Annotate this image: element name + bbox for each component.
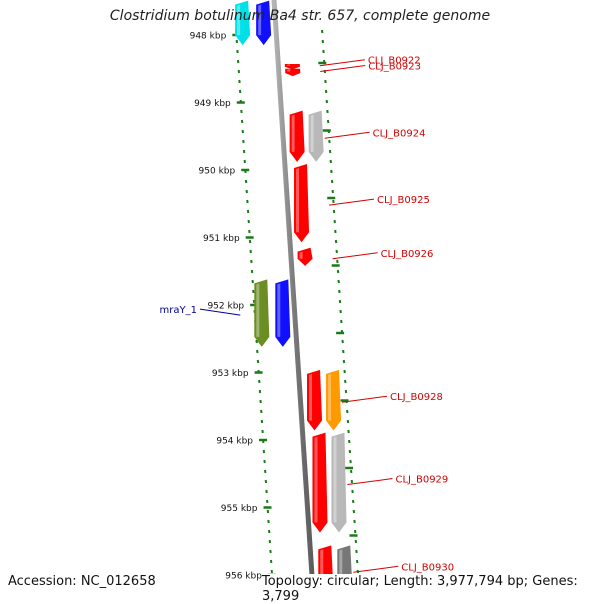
scale-tick-label: 951 kbp (203, 234, 240, 244)
gene-arrow-highlight (300, 252, 303, 259)
gene-arrow[interactable] (298, 248, 313, 266)
scale-tick-label: 954 kbp (216, 437, 253, 447)
gene-arrow-highlight (311, 115, 314, 152)
scale-tick-label: 949 kbp (194, 99, 231, 109)
gene-label-leader (342, 396, 387, 402)
gene-arrow[interactable] (290, 111, 305, 162)
gene-arrow[interactable] (294, 164, 309, 242)
gene-arrow-highlight (296, 168, 299, 232)
gene-label[interactable]: CLJ_B0930 (401, 562, 454, 573)
gene-arrow[interactable] (331, 433, 346, 533)
gene-arrow[interactable] (309, 111, 324, 162)
gene-arrow-highlight (292, 115, 295, 152)
gene-label[interactable]: CLJ_B0923 (368, 61, 421, 72)
gene-arrow-highlight (328, 374, 331, 421)
gene-label[interactable]: mraY_1 (160, 305, 197, 316)
accession-text: Accession: NC_012658 (8, 574, 156, 589)
scale-tick-label: 956 kbp (225, 572, 262, 582)
gene-arrow-highlight (309, 374, 312, 421)
gene-label-leader (325, 132, 370, 138)
gene-label[interactable]: CLJ_B0928 (390, 392, 443, 403)
scale-tick-label: 953 kbp (212, 369, 249, 379)
gene-arrow[interactable] (326, 370, 341, 431)
gene-label-leader (329, 199, 374, 205)
gene-label-leader (347, 479, 392, 485)
gene-label[interactable]: CLJ_B0924 (373, 128, 426, 139)
gene-label[interactable]: CLJ_B0929 (395, 475, 448, 486)
gene-label-leader (320, 65, 365, 71)
gene-arrow[interactable] (285, 69, 300, 76)
gene-arrow[interactable] (275, 279, 290, 346)
gene-arrow[interactable] (254, 279, 269, 346)
gene-label[interactable]: CLJ_B0926 (381, 249, 434, 260)
gene-arrow-highlight (333, 437, 336, 523)
gene-label[interactable]: CLJ_B0925 (377, 195, 430, 206)
gene-label-leader (320, 60, 365, 66)
scale-tick-label: 948 kbp (190, 32, 227, 42)
gene-arrow-body (285, 64, 300, 69)
gene-arrow[interactable] (312, 433, 327, 533)
gene-arrow-highlight (277, 283, 280, 336)
scale-tick-label: 952 kbp (207, 302, 244, 312)
gene-arrow-highlight (256, 283, 259, 336)
map-title: Clostridium botulinum Ba4 str. 657, comp… (0, 8, 600, 24)
gene-label-leader (333, 253, 378, 259)
scale-tick-label: 950 kbp (199, 167, 236, 177)
gene-label-leader (353, 566, 398, 572)
gene-arrow[interactable] (307, 370, 322, 431)
gene-arrow[interactable] (285, 64, 300, 69)
scale-tick-label: 955 kbp (221, 504, 258, 514)
gene-arrow-highlight (314, 437, 317, 523)
